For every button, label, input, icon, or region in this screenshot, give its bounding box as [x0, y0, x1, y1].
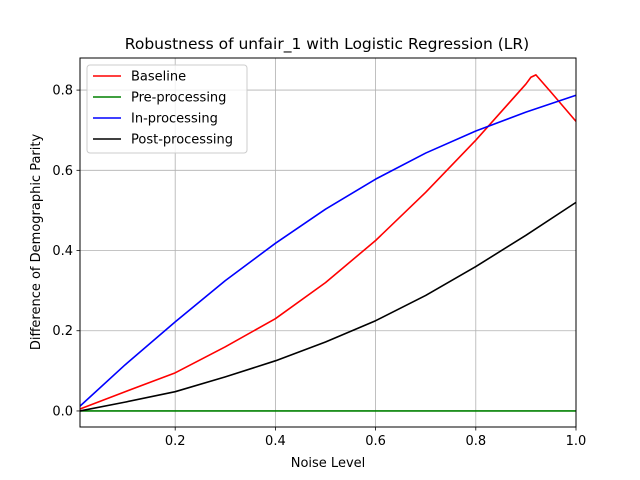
x-tick-label: 1.0 [566, 434, 587, 449]
chart-title: Robustness of unfair_1 with Logistic Reg… [125, 35, 529, 54]
x-tick-label: 0.8 [465, 434, 486, 449]
y-tick-label: 0.6 [52, 164, 73, 179]
x-tick-label: 0.6 [365, 434, 386, 449]
y-tick-label: 0.2 [52, 324, 73, 339]
legend: Baseline Pre-processing In-processing Post-… [86, 64, 248, 154]
legend-label: Post-processing [131, 133, 233, 148]
legend-box [86, 64, 248, 154]
y-tick-label: 0.8 [52, 84, 73, 99]
x-tick-label: 0.4 [265, 434, 286, 449]
legend-label: Pre-processing [131, 91, 226, 106]
x-axis: 0.2 0.4 0.6 0.8 1.0 [165, 427, 586, 449]
y-axis: 0.0 0.2 0.4 0.6 0.8 [52, 84, 80, 419]
x-axis-label: Noise Level [291, 456, 366, 471]
plot-frame [79, 57, 577, 428]
series-line-post-processing [79, 201, 577, 412]
legend-label: Baseline [131, 70, 186, 85]
series-group [79, 74, 577, 412]
series-line-baseline [79, 74, 577, 410]
x-tick-label: 0.2 [165, 434, 186, 449]
legend-label: In-processing [131, 112, 218, 127]
y-axis-label: Difference of Demographic Parity [29, 134, 44, 351]
y-tick-label: 0.0 [52, 404, 73, 419]
y-tick-label: 0.4 [52, 244, 73, 259]
series-line-in-processing [79, 94, 577, 407]
